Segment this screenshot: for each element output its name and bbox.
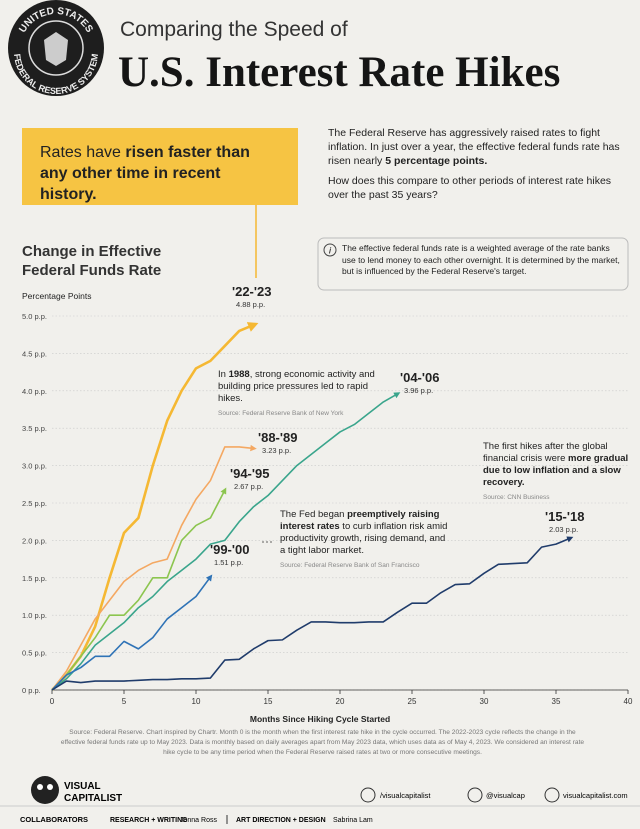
x-tick-label: 0 xyxy=(50,697,55,706)
intro-p2: How does this compare to other periods o… xyxy=(328,175,612,201)
annotation-text: preemptively raising interest rates xyxy=(280,509,440,532)
y-tick-label: 3.5 p.p. xyxy=(22,424,47,433)
footer-source: Source: Federal Reserve. Chart inspired … xyxy=(60,729,585,756)
annotation-source: Source: Federal Reserve Bank of New York xyxy=(218,410,344,417)
facebook-icon xyxy=(360,787,376,803)
chart-title: Change in Effective Federal Funds Rate xyxy=(22,243,162,279)
callout-bold: risen faster than any other time in rece… xyxy=(40,144,250,203)
series-name: '15-'18 xyxy=(545,509,584,524)
y-tick-label: 2.0 p.p. xyxy=(22,536,47,545)
collaborators-label: COLLABORATORS xyxy=(20,815,88,824)
role: ART DIRECTION + DESIGN xyxy=(236,817,326,824)
series-line xyxy=(51,322,259,691)
x-tick-label: 40 xyxy=(624,697,633,706)
series-name: '99-'00 xyxy=(210,542,249,557)
annotation-text: to curb inflation risk amid productivity… xyxy=(280,521,448,556)
series-value-label: 2.03 p.p. xyxy=(549,525,578,534)
y-tick-label: 4.0 p.p. xyxy=(22,387,47,396)
instagram-icon xyxy=(467,787,483,803)
series-line xyxy=(51,444,257,691)
series-value-label: 1.51 p.p. xyxy=(214,558,243,567)
logo-text: VISUAL xyxy=(64,781,101,792)
info-icon-text: i xyxy=(329,246,332,256)
instagram-handle: @visualcap xyxy=(486,791,525,800)
intro-p1: The Federal Reserve has aggressively rai… xyxy=(328,126,630,168)
seal-eagle xyxy=(44,32,68,66)
y-tick-label: 2.5 p.p. xyxy=(22,499,47,508)
logo-text: CAPITALIST xyxy=(64,793,122,804)
series-name: '22-'23 xyxy=(232,284,271,299)
info-note: The effective federal funds rate is a we… xyxy=(342,243,620,276)
callout: Rates have risen faster than any other t… xyxy=(22,128,298,205)
series-value-label: 4.88 p.p. xyxy=(236,300,265,309)
annotation-text: The Fed began xyxy=(280,509,348,520)
website: visualcapitalist.com xyxy=(563,791,628,800)
series-line xyxy=(51,574,213,691)
series-value-label: 3.96 p.p. xyxy=(404,386,433,395)
series-name: '88-'89 xyxy=(258,430,297,445)
chart: 0 p.p. 0.5 p.p. 1.0 p.p. 1.5 p.p. 2.0 p.p. 2.… xyxy=(22,284,633,706)
annotation: The Fed began preemptively raising inter… xyxy=(280,509,450,572)
y-tick-label: 1.5 p.p. xyxy=(22,574,47,583)
series-value-label: 2.67 p.p. xyxy=(234,482,263,491)
role: RESEARCH + WRITING xyxy=(110,817,188,824)
annotation: In 1988, strong economic activity and bu… xyxy=(218,369,388,420)
y-tick-label: 5.0 p.p. xyxy=(22,312,47,321)
x-tick-label: 15 xyxy=(264,697,273,706)
y-tick-label: 4.5 p.p. xyxy=(22,349,47,358)
x-tick-label: 30 xyxy=(480,697,489,706)
series-value-label: 3.23 p.p. xyxy=(262,446,291,455)
annotation: The first hikes after the global financi… xyxy=(483,441,633,504)
annotation-text: , strong economic activity and building … xyxy=(218,369,375,404)
info-box xyxy=(317,237,629,291)
logo-mark xyxy=(31,776,59,804)
logo-eye xyxy=(47,784,53,790)
info-icon xyxy=(323,243,337,257)
logo-eye xyxy=(37,784,43,790)
x-tick-label: 10 xyxy=(192,697,201,706)
annotation-text: In xyxy=(218,369,229,380)
annotation-source: Source: CNN Business xyxy=(483,494,550,501)
series-line xyxy=(51,392,401,691)
series-line xyxy=(51,536,574,691)
callout-text: Rates have xyxy=(40,144,121,161)
series-name: '04-'06 xyxy=(400,370,439,385)
facebook-handle: /visualcapitalist xyxy=(380,791,431,800)
x-tick-label: 5 xyxy=(122,697,127,706)
y-tick-label: 3.0 p.p. xyxy=(22,462,47,471)
person: Sabrina Lam xyxy=(333,817,373,824)
x-axis-label: Months Since Hiking Cycle Started xyxy=(249,714,391,724)
y-tick-label: 1.0 p.p. xyxy=(22,611,47,620)
y-tick-label: 0 p.p. xyxy=(22,686,41,695)
annotation-source: Source: Federal Reserve Bank of San Fran… xyxy=(280,562,420,569)
kicker: Comparing the Speed of xyxy=(120,18,348,41)
x-tick-label: 25 xyxy=(408,697,417,706)
seal-ring xyxy=(28,20,84,76)
annotation-text: more gradual due to low inflation and a … xyxy=(483,453,629,488)
web-icon xyxy=(544,787,560,803)
intro: The Federal Reserve has aggressively rai… xyxy=(328,126,630,202)
intro-text: The Federal Reserve has aggressively rai… xyxy=(328,127,620,167)
annotation-text: 1988 xyxy=(228,369,250,380)
x-tick-label: 20 xyxy=(336,697,345,706)
intro-bold: 5 percentage points. xyxy=(385,155,488,167)
annotation-text: The first hikes after the global financi… xyxy=(483,441,608,464)
series-line xyxy=(51,487,227,691)
title: U.S. Interest Rate Hikes xyxy=(118,49,560,96)
person: Jenna Ross xyxy=(180,817,217,824)
y-axis-label: Percentage Points xyxy=(22,291,92,301)
series-name: '94-'95 xyxy=(230,466,269,481)
y-tick-label: 0.5 p.p. xyxy=(22,649,47,658)
x-tick-label: 35 xyxy=(552,697,561,706)
